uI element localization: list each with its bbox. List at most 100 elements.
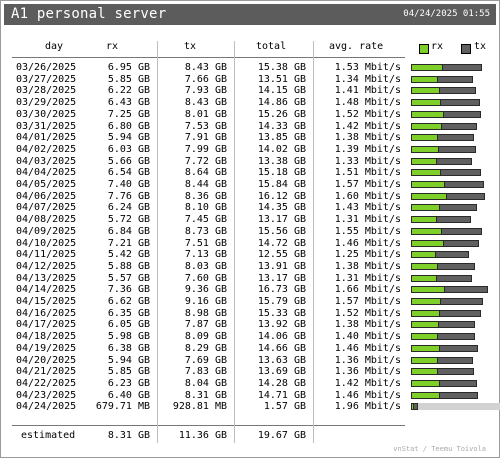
cell-rx: 679.71 MB (95, 401, 150, 413)
tx-bar (439, 87, 476, 95)
estimated-tx: 11.36 GB (178, 430, 227, 441)
tx-bar (444, 286, 488, 294)
column-header-rx: rx (106, 41, 119, 52)
cell-total: 13.91 GB (257, 260, 306, 272)
tx-bar (444, 181, 484, 188)
rx-bar (411, 110, 444, 118)
cell-day: 04/04/2025 (16, 167, 77, 179)
cell-tx: 8.98 GB (184, 307, 227, 319)
tx-bar (437, 356, 473, 364)
cell-total: 14.28 GB (257, 377, 306, 389)
tx-bar (436, 216, 471, 224)
rx-bar (411, 368, 438, 376)
cell-tx: 9.16 GB (184, 296, 227, 307)
cell-total: 16.73 GB (257, 284, 306, 296)
cell-avg-rate: 1.42 Mbit/s (334, 120, 401, 132)
cell-rx: 7.76 GB (107, 190, 150, 202)
cell-rx: 6.24 GB (107, 202, 150, 214)
rx-bar (411, 298, 441, 305)
cell-tx: 7.53 GB (184, 120, 227, 132)
tx-bar (442, 64, 482, 71)
cell-rx: 5.85 GB (107, 73, 150, 85)
tx-bar (446, 192, 485, 200)
cell-tx: 8.43 GB (184, 97, 227, 109)
rx-bar (411, 64, 443, 71)
cell-total: 14.06 GB (257, 331, 306, 343)
cell-avg-rate: 1.38 Mbit/s (334, 132, 401, 144)
tx-bar (438, 145, 476, 153)
cell-total: 13.85 GB (257, 132, 306, 144)
rx-bar (411, 227, 442, 235)
rx-bar (411, 192, 447, 200)
cell-total: 15.26 GB (257, 108, 306, 120)
cell-day: 03/27/2025 (16, 73, 77, 85)
cell-day: 04/12/2025 (16, 260, 77, 272)
cell-day: 04/17/2025 (16, 319, 77, 331)
header-separator (12, 57, 405, 58)
tx-bar (443, 110, 481, 118)
cell-tx: 9.36 GB (184, 284, 227, 296)
cell-avg-rate: 1.36 Mbit/s (334, 366, 401, 378)
cell-total: 15.38 GB (257, 62, 306, 73)
cell-total: 13.17 GB (257, 214, 306, 226)
cell-tx: 7.69 GB (184, 354, 227, 366)
tx-bar (439, 379, 477, 387)
cell-day: 03/28/2025 (16, 85, 77, 97)
cell-avg-rate: 1.36 Mbit/s (334, 354, 401, 366)
footer-credit: vnStat / Teemu Toivola (393, 445, 486, 453)
cell-rx: 5.85 GB (107, 366, 150, 378)
tx-bar (440, 99, 480, 107)
cell-rx: 7.25 GB (107, 108, 150, 120)
cell-rx: 6.40 GB (107, 389, 150, 401)
tx-bar (437, 368, 474, 376)
estimated-rx: 8.31 GB (107, 430, 150, 441)
cell-total: 14.15 GB (257, 85, 306, 97)
rx-bar (411, 262, 438, 270)
cell-tx: 7.60 GB (184, 272, 227, 284)
tx-bar (439, 344, 478, 352)
column-separator (234, 41, 235, 443)
column-header-avg-rate: avg. rate (329, 41, 384, 52)
cell-avg-rate: 1.31 Mbit/s (334, 214, 401, 226)
cell-day: 04/03/2025 (16, 155, 77, 167)
cell-avg-rate: 1.46 Mbit/s (334, 389, 401, 401)
rx-bar (411, 145, 439, 153)
cell-rx: 5.94 GB (107, 132, 150, 144)
cell-avg-rate: 1.96 Mbit/s (334, 401, 401, 413)
cell-day: 03/31/2025 (16, 120, 77, 132)
cell-day: 04/13/2025 (16, 272, 77, 284)
title-bar: A1 personal server 04/24/2025 01:55 (4, 4, 496, 25)
cell-avg-rate: 1.41 Mbit/s (334, 85, 401, 97)
cell-total: 14.35 GB (257, 202, 306, 214)
cell-tx: 8.43 GB (184, 62, 227, 73)
cell-day: 03/26/2025 (16, 62, 77, 73)
rx-legend-swatch (419, 44, 429, 54)
cell-tx: 8.31 GB (184, 389, 227, 401)
tx-bar (438, 321, 475, 329)
estimated-separator (12, 425, 405, 426)
cell-day: 04/11/2025 (16, 249, 77, 261)
cell-day: 04/14/2025 (16, 284, 77, 296)
cell-avg-rate: 1.38 Mbit/s (334, 319, 401, 331)
estimated-remaining-bar (418, 403, 500, 411)
rx-bar (411, 391, 440, 399)
cell-tx: 8.09 GB (184, 331, 227, 343)
column-header-tx: tx (184, 41, 197, 52)
column-header-total: total (256, 41, 287, 52)
cell-rx: 5.42 GB (107, 249, 150, 261)
rx-bar (411, 181, 445, 188)
cell-total: 1.57 GB (263, 401, 306, 413)
rx-bar (411, 169, 441, 177)
cell-total: 15.79 GB (257, 296, 306, 307)
cell-day: 03/30/2025 (16, 108, 77, 120)
cell-tx: 8.44 GB (184, 179, 227, 190)
cell-day: 04/05/2025 (16, 179, 77, 190)
rx-bar (411, 309, 440, 317)
cell-rx: 6.23 GB (107, 377, 150, 389)
tx-bar (437, 262, 475, 270)
cell-avg-rate: 1.31 Mbit/s (334, 272, 401, 284)
cell-day: 04/18/2025 (16, 331, 77, 343)
cell-tx: 7.72 GB (184, 155, 227, 167)
rx-bar (411, 122, 442, 130)
